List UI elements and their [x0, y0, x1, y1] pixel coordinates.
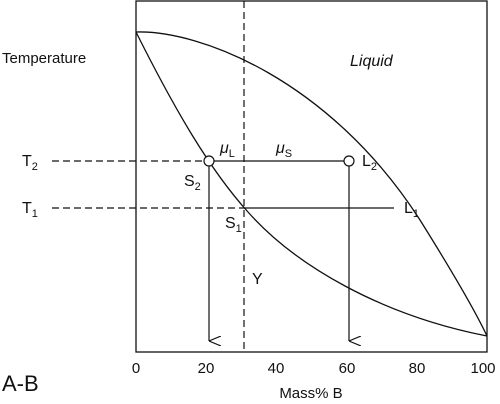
- x-tick-label: 80: [409, 360, 426, 377]
- x-tick-label: 20: [198, 360, 215, 377]
- system-label: A-B: [2, 371, 39, 396]
- y-axis-label: Temperature: [2, 50, 86, 67]
- x-tick-label: 40: [268, 360, 285, 377]
- x-tick-labels: 0 20 40 60 80 100: [132, 360, 496, 377]
- liquidus-curve: [135, 31, 488, 337]
- t1-label: T1: [22, 200, 38, 220]
- s2-point: [203, 155, 215, 167]
- l2-label: L2: [362, 153, 377, 173]
- l2-point: [343, 155, 355, 167]
- s1-label: S1: [225, 215, 242, 235]
- mu-l-label: μL: [219, 140, 235, 160]
- t2-label: T2: [22, 153, 38, 173]
- x-tick-label: 60: [339, 360, 356, 377]
- plot-frame: [135, 0, 488, 353]
- liquid-region-label: Liquid: [350, 53, 394, 70]
- solidus-curve: [135, 31, 488, 337]
- x-tick-label: 100: [470, 360, 495, 377]
- x-axis-label: Mass% B: [279, 385, 342, 402]
- mu-s-label: μS: [275, 140, 292, 160]
- x-tick-label: 0: [132, 360, 140, 377]
- s2-label: S2: [184, 173, 201, 193]
- l1-label: L1: [404, 200, 419, 220]
- alloy-label: Y: [252, 271, 263, 288]
